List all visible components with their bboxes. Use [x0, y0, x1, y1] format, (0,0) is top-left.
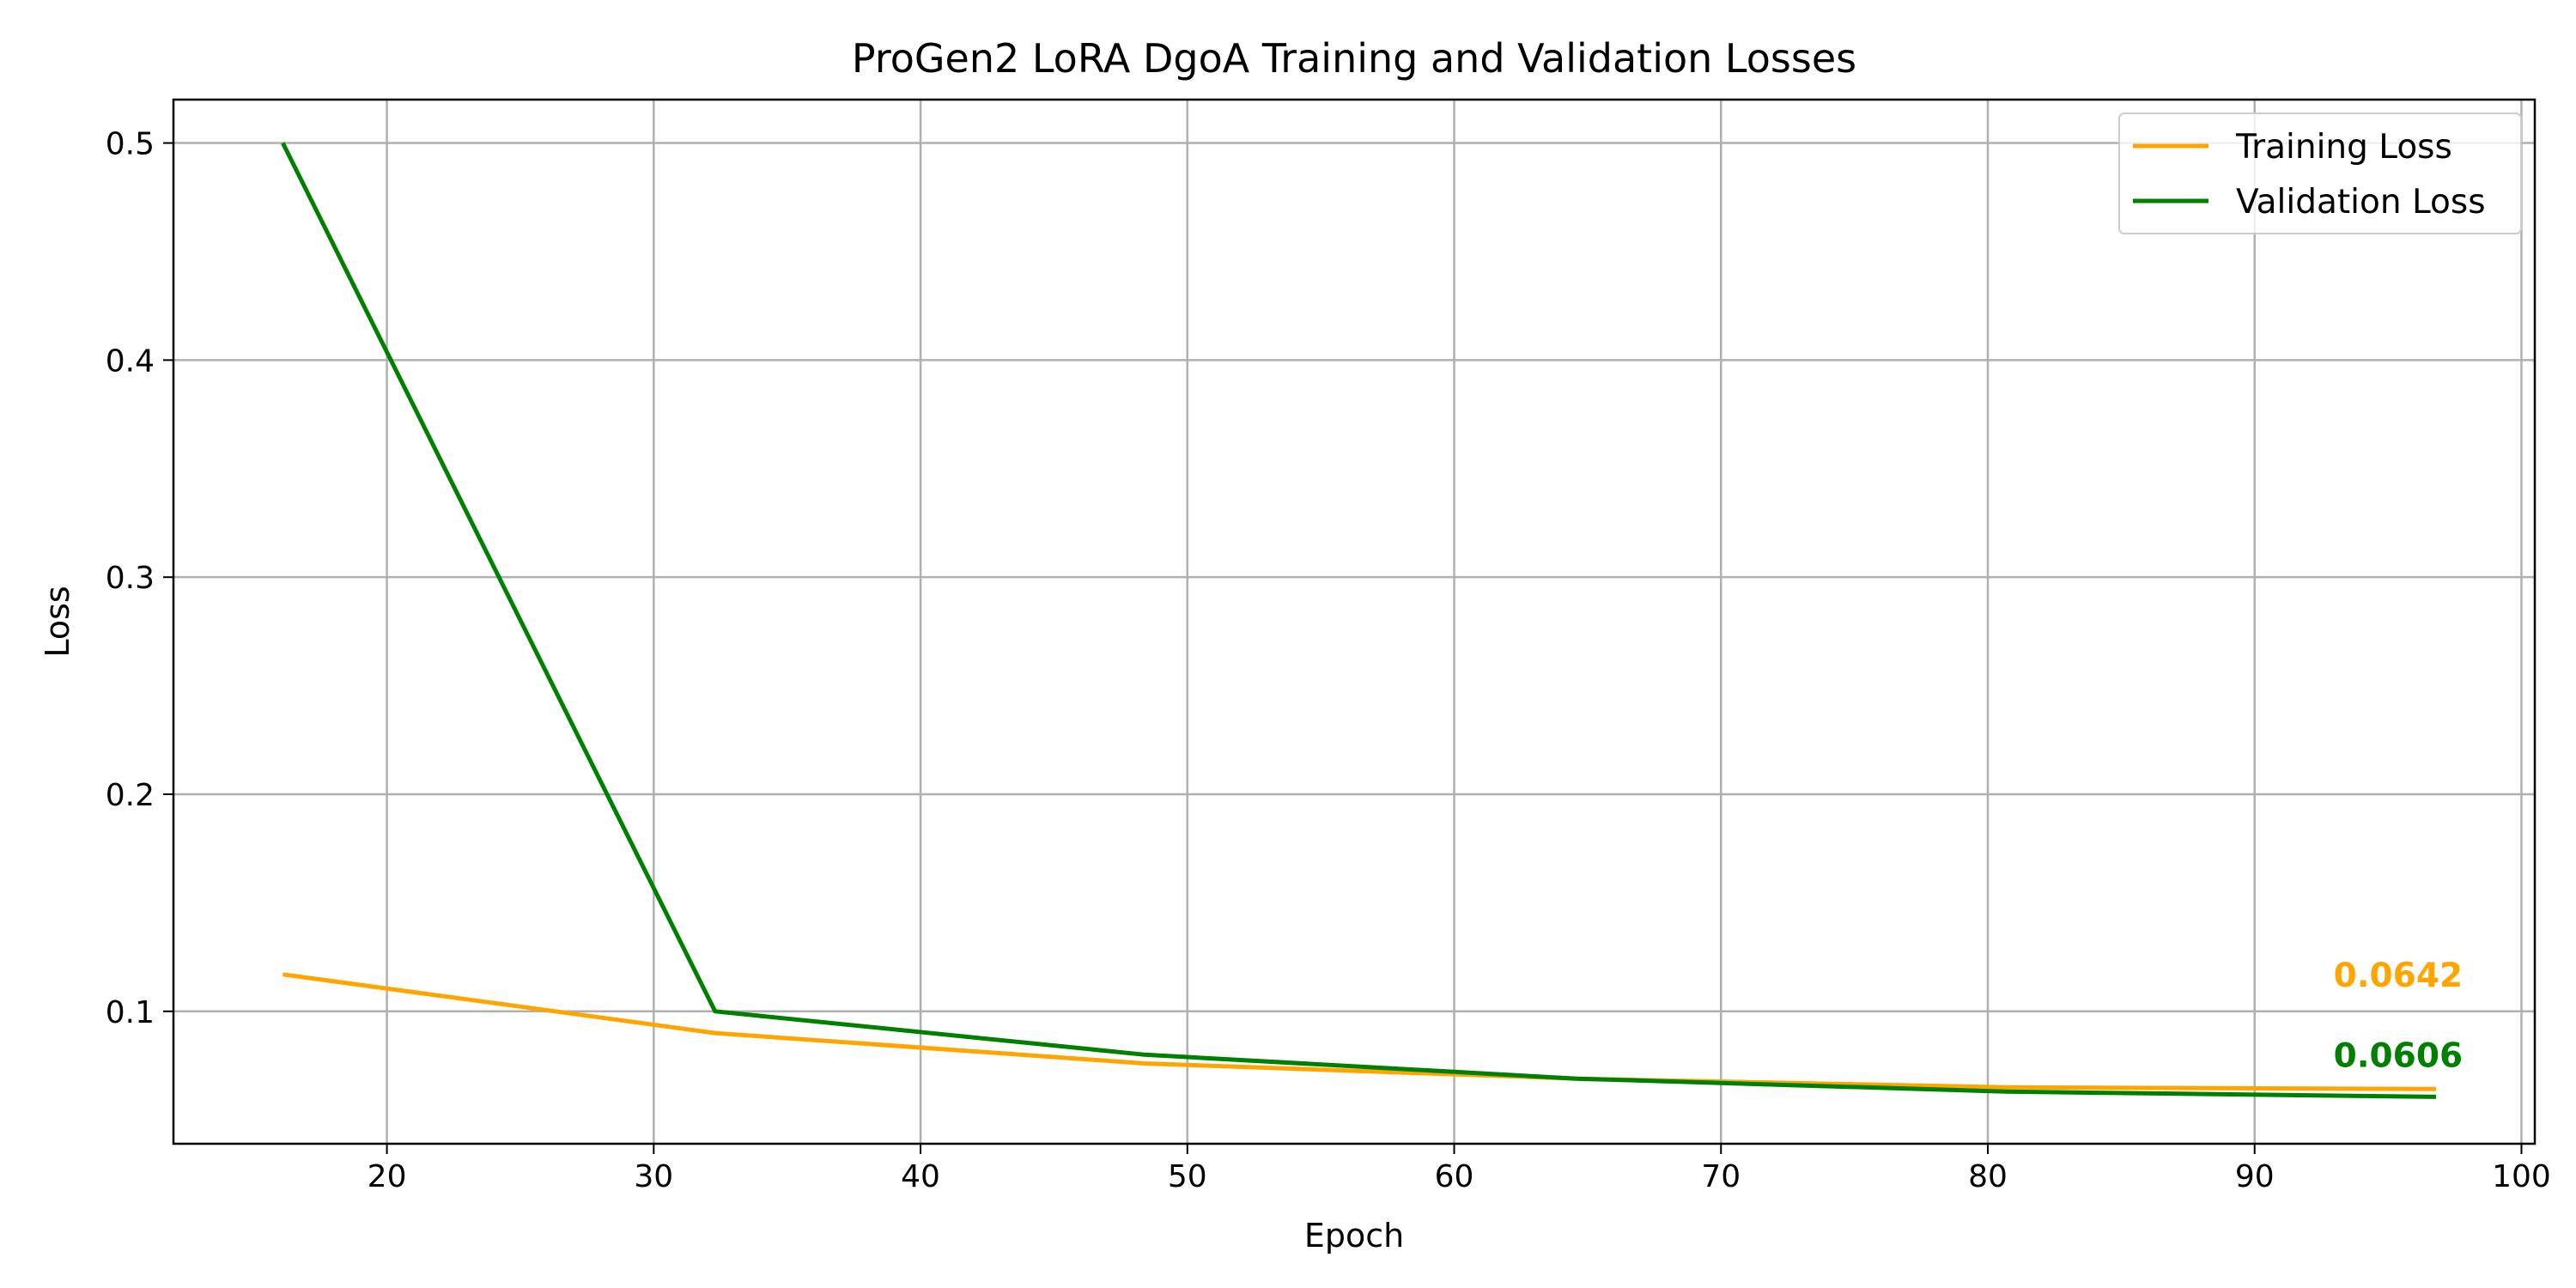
x-tick-label: 80: [1968, 1159, 2008, 1194]
x-tick-label: 50: [1168, 1159, 1207, 1194]
legend: Training Loss Validation Loss: [2118, 112, 2522, 234]
end-value-label: 0.0606: [2334, 1036, 2464, 1075]
y-tick-label: 0.5: [106, 127, 155, 162]
x-tick-label: 40: [901, 1159, 940, 1194]
x-tick-label: 30: [634, 1159, 673, 1194]
legend-box: [2118, 112, 2522, 234]
x-tick-label: 20: [368, 1159, 407, 1194]
end-value-label: 0.0642: [2334, 957, 2464, 995]
legend-label: Training Loss: [2235, 128, 2452, 167]
y-tick-label: 0.4: [106, 343, 155, 379]
axis-ticks: 20 30 40 50 60 70 80 90 100 0.1 0.2 0.3 0.4 0.5: [106, 127, 2551, 1194]
series-lines: [281, 142, 2437, 1099]
y-tick-label: 0.3: [106, 561, 155, 596]
x-tick-label: 60: [1435, 1159, 1474, 1194]
y-tick-label: 0.2: [106, 778, 155, 813]
end-value-labels: 0.0642 0.0606: [2334, 957, 2464, 1076]
x-tick-label: 100: [2492, 1159, 2551, 1194]
grid: [173, 100, 2535, 1144]
x-tick-label: 90: [2235, 1159, 2275, 1194]
plot-frame: [172, 98, 2537, 1145]
y-axis-label: Loss: [39, 586, 76, 657]
series-line-training-loss: [283, 972, 2437, 1091]
y-tick-label: 0.1: [106, 995, 155, 1030]
x-tick-label: 70: [1701, 1159, 1741, 1194]
x-axis-label: Epoch: [1304, 1217, 1404, 1255]
chart-title: ProGen2 LoRA DgoA Training and Validatio…: [852, 35, 1856, 82]
legend-label: Validation Loss: [2236, 183, 2486, 222]
series-line-validation-loss: [281, 142, 2437, 1099]
